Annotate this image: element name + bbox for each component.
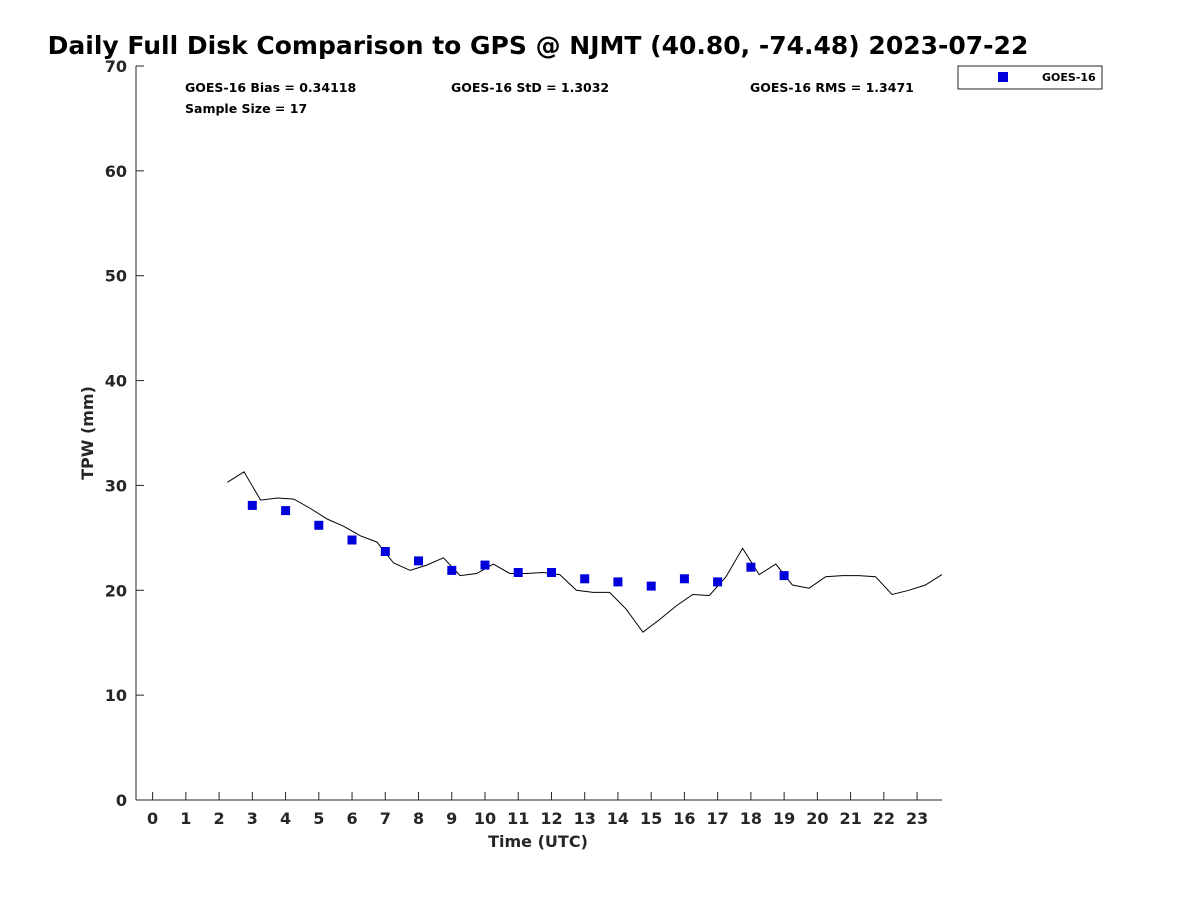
goes-16-point [414,556,423,566]
legend-marker-goes-16 [998,72,1008,82]
sample-size-stat: Sample Size = 17 [185,101,307,116]
plot-axes [135,66,942,801]
goes-16-point [547,568,556,577]
goes-16-point [314,520,324,530]
x-tick-label: 13 [574,809,596,828]
x-tick-label: 11 [507,809,529,828]
x-axis-label: Time (UTC) [488,832,588,851]
x-tick-label: 6 [346,809,357,828]
x-tick-label: 3 [247,809,258,828]
x-tick-label: 2 [214,809,225,828]
legend-label-goes-16: GOES-16 [1042,71,1096,84]
goes-16-point [679,574,689,584]
x-tick-label: 14 [607,809,629,828]
goes-16-point [713,577,723,587]
chart-title: Daily Full Disk Comparison to GPS @ NJMT… [48,31,1029,60]
y-tick-label: 30 [105,476,127,495]
stats-panel: GOES-16 Bias = 0.34118 GOES-16 StD = 1.3… [185,80,914,116]
x-tick-label: 15 [640,809,662,828]
goes-16-point [580,574,590,584]
y-tick-label: 20 [105,581,127,600]
x-tick-label: 23 [906,809,928,828]
y-tick-label: 40 [105,372,127,391]
goes-16-point [779,571,789,581]
goes-16-point [347,535,357,545]
x-tick-label: 4 [280,809,291,828]
goes-16-point [447,565,457,575]
x-tick-label: 17 [707,809,729,828]
y-tick-label: 60 [105,162,127,181]
gps-series [227,471,943,633]
x-ticks: 0 1 2 3 4 5 6 7 8 9 10 11 12 13 14 15 16 17 18 19 20 21 22 23 [147,792,928,828]
std-stat: GOES-16 StD = 1.3032 [451,80,609,95]
rms-stat: GOES-16 RMS = 1.3471 [750,80,914,95]
x-tick-label: 21 [839,809,861,828]
legend-box [957,65,1103,90]
y-axis-label: TPW (mm) [78,386,97,480]
y-ticks: 0 10 20 30 40 50 60 70 [105,57,144,810]
x-tick-label: 0 [147,809,158,828]
x-tick-label: 19 [773,809,795,828]
x-tick-label: 22 [873,809,895,828]
x-tick-label: 12 [540,809,562,828]
x-tick-label: 8 [413,809,424,828]
x-tick-label: 20 [806,809,828,828]
goes-16-point [746,562,756,572]
bias-stat: GOES-16 Bias = 0.34118 [185,80,356,95]
goes-16-point [613,577,623,587]
goes-16-point [513,568,523,577]
x-tick-label: 7 [380,809,391,828]
x-tick-label: 16 [673,809,695,828]
goes-16-point [480,560,490,570]
y-tick-label: 10 [105,686,127,705]
goes-16-point [646,581,656,591]
goes-16-point [380,547,390,556]
goes-16-point [281,506,291,516]
goes-16-point [247,500,257,510]
x-tick-label: 1 [180,809,191,828]
x-tick-label: 9 [446,809,457,828]
gps-line [227,471,943,633]
legend: GOES-16 [957,65,1103,90]
y-tick-label: 0 [116,791,127,810]
x-tick-label: 5 [313,809,324,828]
goes-16-series [247,500,789,591]
x-tick-label: 10 [474,809,496,828]
y-tick-label: 50 [105,267,127,286]
y-tick-label: 70 [105,57,127,76]
x-tick-label: 18 [740,809,762,828]
